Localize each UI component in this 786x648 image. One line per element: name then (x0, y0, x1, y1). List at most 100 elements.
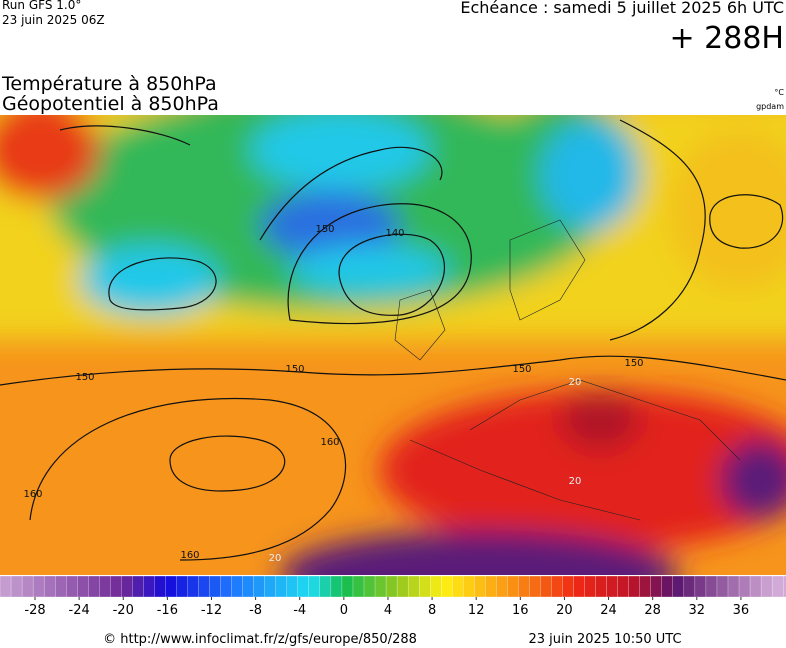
colorbar-swatch (43, 575, 56, 598)
colorbar-swatch (771, 575, 784, 598)
colorbar-swatch (286, 575, 299, 598)
colorbar-swatch (418, 575, 431, 598)
colorbar-swatch (297, 575, 310, 598)
colorbar-swatch (760, 575, 773, 598)
colorbar-swatch (540, 575, 552, 598)
lead-time: + 288H (670, 21, 785, 56)
colorbar-tick-label: 32 (689, 603, 706, 618)
colorbar: -28 -24 -20 -16 -12 -8 -4 0 4 8 12 16 20 24 28 32 36 (0, 575, 786, 618)
colorbar-tick-label: 12 (468, 603, 485, 618)
colorbar-swatch (496, 575, 508, 598)
model: Run GFS 1.0° (2, 0, 81, 12)
unit-temp: °C (774, 88, 784, 97)
colorbar-swatch (551, 575, 563, 598)
colorbar-swatch (562, 575, 575, 598)
colorbar-swatch (231, 575, 244, 598)
colorbar-swatch (253, 575, 266, 598)
colorbar-swatch (363, 575, 376, 598)
colorbar-tick-label: -8 (249, 603, 262, 618)
map: 150 150 150 150 150 160 160 160 20 20 20 140 (0, 115, 786, 575)
colorbar-tick-label: 36 (733, 603, 750, 618)
colorbar-swatch (430, 575, 442, 598)
contour-label: 20 (269, 553, 282, 564)
contour-label: 140 (385, 228, 404, 239)
colorbar-swatch (705, 575, 718, 598)
colorbar-tick-label: 0 (340, 603, 348, 618)
colorbar-swatch (319, 575, 332, 598)
contour-label: 160 (23, 489, 42, 500)
colorbar-tick-label: 20 (556, 603, 573, 618)
colorbar-swatch (209, 575, 222, 598)
colorbar-swatch (595, 575, 608, 598)
colorbar-tick-label: -24 (69, 603, 90, 618)
colorbar-swatch (143, 575, 155, 598)
colorbar-swatch (396, 575, 409, 598)
colorbar-swatch (264, 575, 277, 598)
colorbar-swatch (727, 575, 740, 598)
colorbar-swatch (32, 575, 45, 598)
colorbar-swatch (749, 575, 762, 598)
colorbar-swatch (672, 575, 685, 598)
colorbar-swatch (628, 575, 641, 598)
colorbar-swatch (485, 575, 497, 598)
colorbar-swatch (617, 575, 630, 598)
colorbar-swatch (187, 575, 199, 598)
colorbar-swatch (165, 575, 177, 598)
colorbar-swatch (352, 575, 365, 598)
valid-time: Echéance : samedi 5 juillet 2025 6h UTC (460, 0, 784, 17)
colorbar-tick-label: 24 (600, 603, 617, 618)
contour-label: 160 (320, 437, 339, 448)
colorbar-swatch (308, 575, 321, 598)
contour-label: 150 (75, 372, 94, 383)
colorbar-swatch (529, 575, 541, 598)
contour-label: 20 (569, 377, 582, 388)
colorbar-swatch (407, 575, 420, 598)
colorbar-swatch (121, 575, 133, 598)
colorbar-swatch (275, 575, 288, 598)
contour-label: 150 (315, 224, 334, 235)
colorbar-swatch (584, 575, 597, 598)
colorbar-swatch (452, 575, 464, 598)
colorbar-swatch (99, 575, 111, 598)
colorbar-swatch (176, 575, 188, 598)
colorbar-swatch (573, 575, 586, 598)
colorbar-swatch (154, 575, 166, 598)
colorbar-swatch (77, 575, 89, 598)
colorbar-tick-label: 16 (512, 603, 529, 618)
colorbar-swatch (55, 575, 67, 598)
colorbar-swatch (385, 575, 398, 598)
colorbar-swatch (782, 575, 786, 598)
colorbar-swatch (10, 575, 23, 598)
colorbar-tick-label: -20 (113, 603, 134, 618)
source: © http://www.infoclimat.fr/z/gfs/europe/… (103, 632, 417, 647)
colorbar-swatch (0, 575, 12, 598)
colorbar-swatch (21, 575, 34, 598)
colorbar-swatch (463, 575, 475, 598)
colorbar-swatch (650, 575, 663, 598)
colorbar-swatch (639, 575, 652, 598)
colorbar-swatch (330, 575, 343, 598)
contour-label: 150 (624, 358, 643, 369)
colorbar-swatch (88, 575, 100, 598)
colorbar-swatch (474, 575, 486, 598)
colorbar-swatch (132, 575, 144, 598)
colorbar-swatch (518, 575, 530, 598)
colorbar-swatch (66, 575, 78, 598)
contour-label: 160 (180, 550, 199, 561)
colorbar-swatch (198, 575, 211, 598)
colorbar-tick-label: 8 (428, 603, 436, 618)
colorbar-swatch (441, 575, 453, 598)
colorbar-swatch (738, 575, 751, 598)
colorbar-tick-label: 4 (384, 603, 392, 618)
colorbar-tick-label: -16 (157, 603, 178, 618)
contour-label: 20 (569, 476, 582, 487)
colorbar-swatch (716, 575, 729, 598)
colorbar-swatch (661, 575, 674, 598)
colorbar-swatch (110, 575, 122, 598)
colorbar-swatch (606, 575, 619, 598)
unit-geo: gpdam (756, 102, 784, 111)
contour-label: 150 (285, 364, 304, 375)
colorbar-tick-label: -28 (24, 603, 45, 618)
